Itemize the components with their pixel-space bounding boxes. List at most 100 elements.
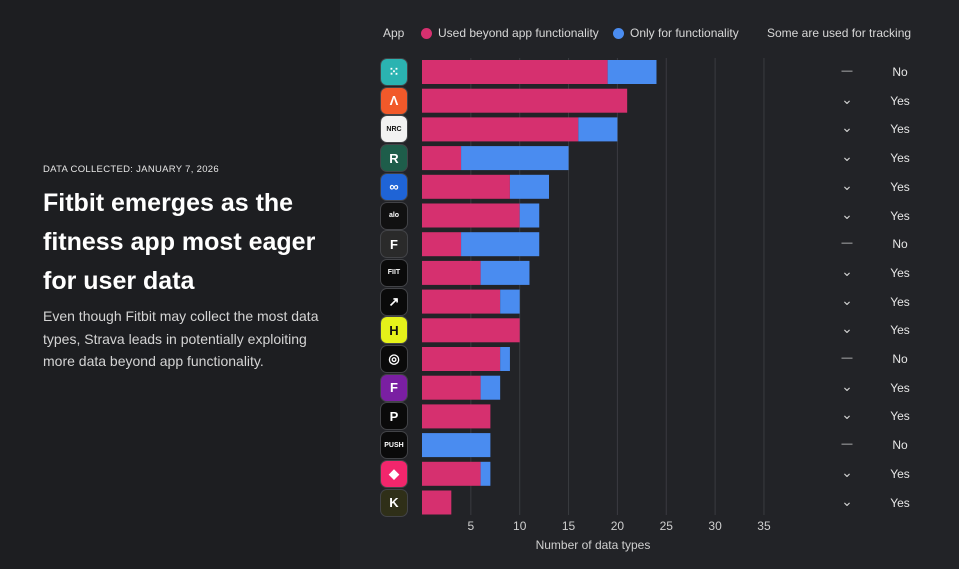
bar-beyond-hevy [422,318,520,343]
bar-functionality-apple-fitness [500,347,510,371]
tracking-row: ⌄ Yes [0,148,959,171]
bar-functionality-mapmyrun [509,174,550,199]
chevron-down-icon[interactable]: ⌄ [841,176,853,193]
chevron-down-icon[interactable]: ⌄ [841,291,853,308]
bar-beyond-kinetic [422,490,452,515]
x-tick-label: 10 [513,519,527,533]
chevron-down-icon[interactable]: ⌄ [841,492,853,509]
dash-icon: — [841,237,853,250]
chevron-down-icon[interactable]: ⌄ [841,406,853,423]
bar-beyond-flo [422,461,481,486]
tracking-value: Yes [890,323,910,338]
strava-icon: Λ [381,87,407,114]
bar-functionality-nike-run-club [578,117,618,142]
bar-functionality-runkeeper [461,146,569,171]
kinetic-icon: K [381,489,407,516]
chevron-down-icon[interactable]: ⌄ [841,90,853,107]
tracking-row: ⌄ Yes [0,492,959,516]
fiton-icon: F [381,374,407,401]
chevron-down-icon[interactable]: ⌄ [841,262,853,279]
legend-functionality-label: Only for functionality [630,26,739,40]
runkeeper-icon: R [381,145,407,172]
bar-beyond-fitbit [422,60,608,84]
freeletics-icon: F [381,231,407,258]
chevron-down-icon[interactable]: ⌄ [841,377,853,394]
tracking-value: Yes [890,208,910,223]
x-tick-label: 20 [611,519,625,533]
bar-beyond-nike-run-club [422,117,579,142]
x-tick-label: 30 [708,519,722,533]
legend-app-label: App [383,26,405,40]
tracking-value: Yes [890,294,910,309]
subtext: Even though Fitbit may collect the most … [43,308,319,369]
bar-beyond-strava [422,88,628,113]
apple-fitness-icon: ◎ [381,346,407,372]
nike-training-icon: ↗ [381,288,407,315]
tracking-row: — No [0,237,959,257]
x-tick-label: 5 [468,519,475,533]
tracking-row: ⌄ Yes [0,90,959,114]
tracking-value: No [892,438,908,453]
tracking-value: Yes [890,179,910,194]
tracking-value: Yes [890,151,910,166]
tracking-row: ⌄ Yes [0,463,959,487]
tracking-row: ⌄ Yes [0,406,959,429]
tracking-row: ⌄ Yes [0,377,959,401]
peloton-icon: P [381,403,407,430]
bar-functionality-nike-training-club [500,289,520,314]
tracking-value: No [892,65,908,79]
legend-functionality-swatch [613,28,624,39]
tracking-value: Yes [890,265,910,280]
bar-functionality-fiit [480,260,530,285]
legend-tracking-label: Some are used for tracking [767,26,912,40]
legend-beyond-label: Used beyond app functionality [438,26,599,40]
bar-functionality-alo-moves [519,203,540,228]
bar-beyond-alo-moves [422,203,520,228]
bar-beyond-freeletics [422,232,462,257]
mapmyrun-icon: ∞ [381,173,407,200]
tracking-value: Yes [890,93,910,108]
tracking-row: ⌄ Yes [0,205,959,229]
chevron-down-icon[interactable]: ⌄ [841,320,853,337]
alo-moves-icon: alo [381,202,407,229]
headline: Fitbit emerges as the fitness app most e… [43,189,316,295]
fitbit-icon: ⁙ [381,59,407,85]
tracking-value: No [892,237,908,252]
tracking-value: Yes [890,466,910,481]
tracking-value: No [892,352,908,366]
bar-beyond-runkeeper [422,146,462,171]
tracking-row: — No [0,438,959,458]
tracking-row: ⌄ Yes [0,320,959,343]
dash-icon: — [841,65,853,77]
chart-legend: App Used beyond app functionality Only f… [0,26,959,44]
chevron-down-icon[interactable]: ⌄ [841,148,853,165]
bar-beyond-peloton [422,404,491,429]
dash-icon: — [841,352,853,364]
flo-icon: ◆ [381,460,407,487]
tracking-row: ⌄ Yes [0,119,959,142]
tracking-row: — No [0,352,959,372]
intro-panel: DATA COLLECTED: JANUARY 7, 2026 Fitbit e… [0,0,340,569]
chevron-down-icon[interactable]: ⌄ [841,205,853,222]
chevron-down-icon[interactable]: ⌄ [841,119,853,136]
legend-beyond-swatch [421,28,432,39]
chevron-down-icon[interactable]: ⌄ [841,463,853,480]
x-tick-label: 15 [562,519,576,533]
hevy-icon: H [381,317,407,344]
tracking-value: Yes [890,380,910,395]
push-icon: PUSH [381,432,407,459]
x-axis-label: Number of data types [536,538,651,552]
tracking-value: Yes [890,122,910,137]
tracking-row: ⌄ Yes [0,262,959,286]
bar-functionality-flo [480,461,491,486]
data-collected-date: DATA COLLECTED: JANUARY 7, 2026 [43,164,219,175]
tracking-row: ⌄ Yes [0,176,959,200]
bar-beyond-fiit [422,260,481,285]
bar-functionality-push [422,433,491,458]
dash-icon: — [841,438,853,451]
nike-run-club-icon: NRC [381,116,407,143]
bar-functionality-fitbit [607,60,657,84]
tracking-value: Yes [890,409,910,424]
bar-beyond-nike-training-club [422,289,501,314]
